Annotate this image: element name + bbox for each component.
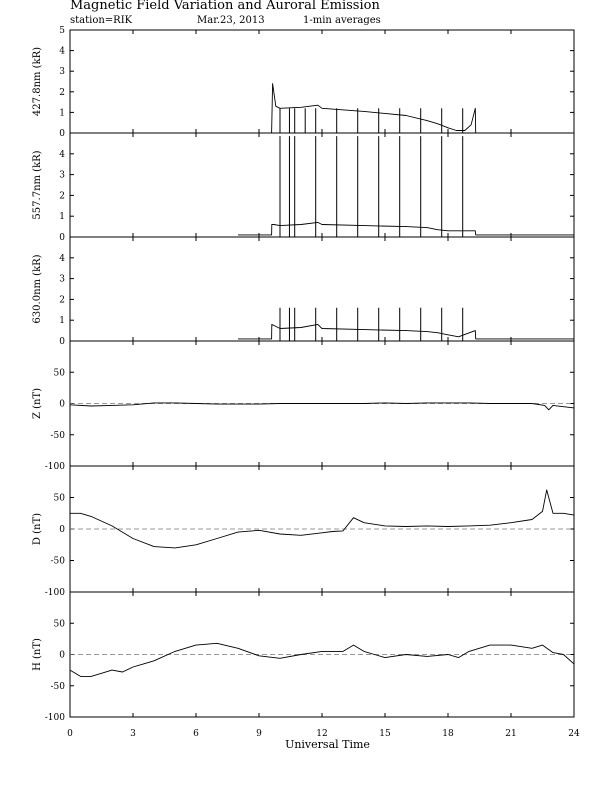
y-tick-label: 1 (59, 212, 65, 222)
panel-3: 0 1 2 3 4 630.0nm (kR) (32, 236, 575, 347)
y-axis-label: Z (nT) (32, 388, 43, 419)
y-tick-label: 4 (59, 47, 65, 57)
series-line (70, 489, 575, 549)
panel-frame (69, 132, 575, 238)
series-line (238, 323, 574, 340)
y-tick-label: 0 (59, 525, 65, 535)
y-tick-label: 0 (59, 129, 65, 139)
x-tick-label: 15 (379, 729, 391, 739)
x-tick-label: 21 (505, 729, 516, 739)
y-tick-label: 0 (59, 233, 65, 243)
y-tick-label: 0 (59, 400, 65, 410)
panel-5: -100 -50 0 50 D (nT) (32, 465, 575, 598)
x-tick-label: 18 (442, 729, 454, 739)
y-axis-label: H (nT) (32, 638, 43, 671)
y-tick-label: -50 (51, 431, 66, 441)
y-tick-label: 5 (59, 26, 65, 36)
y-tick-label: -100 (45, 588, 65, 598)
panel-frame (69, 236, 575, 342)
y-tick-label: -100 (45, 462, 65, 472)
y-tick-label: -50 (51, 682, 66, 692)
averaging-label: 1-min averages (303, 15, 381, 26)
series-line (69, 402, 575, 411)
y-tick-label: 1 (59, 316, 65, 326)
x-tick-label: 3 (130, 729, 136, 739)
x-tick-label: 0 (67, 729, 73, 739)
x-tick-label: 24 (568, 729, 580, 739)
panel-4: -100 -50 0 50 Z (nT) (32, 340, 575, 472)
y-axis-label: 427.8nm (kR) (32, 47, 43, 116)
panel-6: -100 -50 0 50 H (nT) (32, 591, 575, 723)
figure-title: Magnetic Field Variation and Auroral Emi… (70, 0, 380, 13)
y-tick-label: 0 (59, 337, 65, 347)
series-line (238, 221, 574, 236)
y-tick-label: 50 (54, 619, 66, 629)
y-tick-label: 2 (59, 88, 65, 98)
y-tick-label: 2 (59, 295, 65, 305)
y-tick-label: 0 (59, 651, 65, 661)
y-tick-label: 2 (59, 191, 65, 201)
y-tick-label: 1 (59, 108, 65, 118)
series-line (69, 642, 575, 677)
x-tick-label: 9 (256, 729, 262, 739)
y-tick-label: -50 (51, 557, 66, 567)
y-tick-label: 50 (54, 368, 66, 378)
y-tick-label: 3 (59, 67, 65, 77)
y-tick-label: 4 (59, 254, 65, 264)
station-label: station=RIK (70, 15, 133, 26)
series-line (70, 83, 574, 134)
x-axis-label: Universal Time (285, 738, 370, 751)
x-tick-label: 6 (193, 729, 199, 739)
date-label: Mar.23, 2013 (197, 15, 265, 26)
x-tick-label: 12 (316, 729, 327, 739)
y-tick-label: -100 (45, 713, 65, 723)
y-tick-label: 3 (59, 275, 65, 285)
panel-1: 0 1 2 3 4 5 427.8nm (kR) (32, 26, 575, 139)
y-axis-label: D (nT) (32, 513, 43, 545)
y-tick-label: 50 (54, 494, 66, 504)
panel-2: 0 1 2 3 4 557.7nm (kR) (32, 132, 575, 243)
y-tick-label: 4 (59, 150, 65, 160)
y-axis-label: 557.7nm (kR) (32, 150, 43, 219)
y-axis-label: 630.0nm (kR) (32, 254, 43, 323)
panel-frame (69, 29, 575, 134)
y-tick-label: 3 (59, 171, 65, 181)
